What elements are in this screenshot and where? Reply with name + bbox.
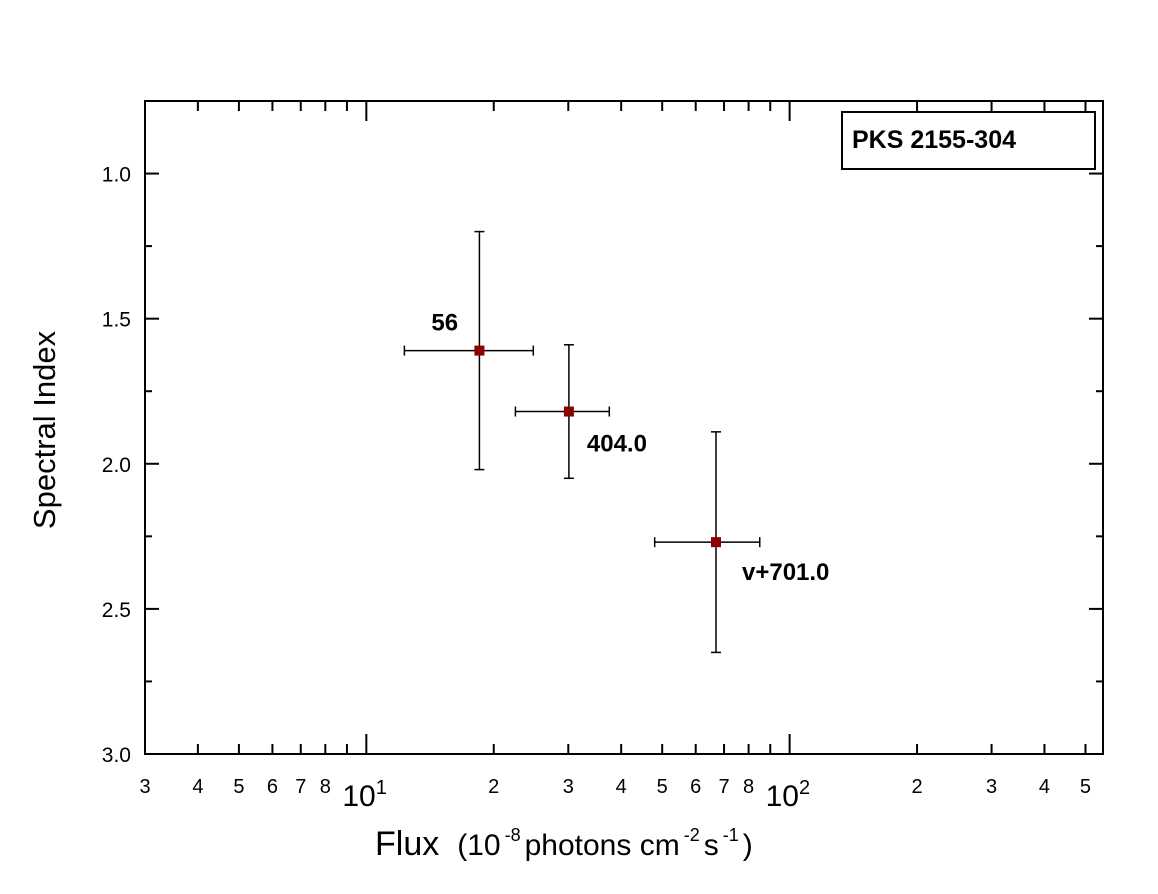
- data-point-0: 56: [403, 230, 535, 471]
- x-minor-tick-label: 4: [616, 776, 627, 798]
- x-major-tick-base: 10: [342, 780, 375, 813]
- data-point-2: v+701.0: [653, 431, 829, 654]
- x-minor-tick-label: 7: [295, 776, 306, 798]
- y-axis-ticks: 1.0 1.5 2.0 2.5 3.0: [102, 100, 1103, 767]
- legend-box: PKS 2155-304: [841, 111, 1096, 170]
- point-label: 56: [431, 310, 458, 337]
- data-points: 56 404.0 v+701.0: [403, 230, 829, 654]
- legend-text: PKS 2155-304: [852, 126, 1016, 154]
- x-axis-title-units2: s: [704, 829, 719, 862]
- x-minor-tick-label: 2: [488, 776, 499, 798]
- x-axis-title-main: Flux: [375, 825, 439, 863]
- x-minor-tick-label: 4: [1039, 776, 1050, 798]
- x-minor-tick-label: 5: [657, 776, 668, 798]
- x-minor-tick-label: 8: [743, 776, 754, 798]
- x-major-tick-label: 101: [342, 777, 387, 813]
- x-axis-title-paren: (10: [457, 829, 500, 862]
- x-minor-tick-label: 2: [911, 776, 922, 798]
- x-minor-tick-label: 5: [1080, 776, 1091, 798]
- x-major-tick-exp: 1: [376, 777, 387, 799]
- data-marker: [474, 345, 485, 356]
- data-point-1: 404.0: [514, 344, 647, 480]
- x-major-tick-base: 10: [766, 780, 799, 813]
- x-major-tick-exp: 2: [799, 777, 810, 799]
- x-minor-tick-label: 4: [192, 776, 203, 798]
- x-axis-title-close: ): [743, 829, 753, 862]
- x-axis-title-units: photons cm: [525, 829, 680, 862]
- legend-frame: [841, 111, 1096, 170]
- x-minor-tick-label: 3: [139, 776, 150, 798]
- plot-frame: [144, 100, 1104, 755]
- x-minor-tick-label: 6: [690, 776, 701, 798]
- x-axis-title-exp1: -8: [505, 825, 521, 845]
- x-minor-tick-label: 7: [718, 776, 729, 798]
- x-minor-tick-label: 6: [267, 776, 278, 798]
- x-minor-tick-label: 3: [563, 776, 574, 798]
- x-major-tick-label: 102: [766, 777, 811, 813]
- y-tick-label: 2.5: [102, 599, 131, 622]
- y-tick-label: 1.5: [102, 309, 131, 332]
- x-axis-title-exp2: -2: [684, 825, 700, 845]
- point-label: v+701.0: [742, 559, 829, 586]
- data-marker: [563, 406, 574, 417]
- x-minor-tick-label: 8: [320, 776, 331, 798]
- y-tick-label: 1.0: [102, 164, 131, 187]
- data-marker: [710, 537, 721, 548]
- y-tick-label: 2.0: [102, 454, 131, 477]
- x-axis-title-exp3: -1: [723, 825, 739, 845]
- x-minor-tick-label: 3: [986, 776, 997, 798]
- y-axis-title: Spectral Index: [27, 330, 62, 529]
- x-minor-tick-label: 5: [233, 776, 244, 798]
- point-label: 404.0: [587, 431, 647, 458]
- y-tick-label: 3.0: [102, 744, 131, 767]
- x-axis-title: Flux (10 -8 photons cm -2 s -1 ): [375, 825, 753, 863]
